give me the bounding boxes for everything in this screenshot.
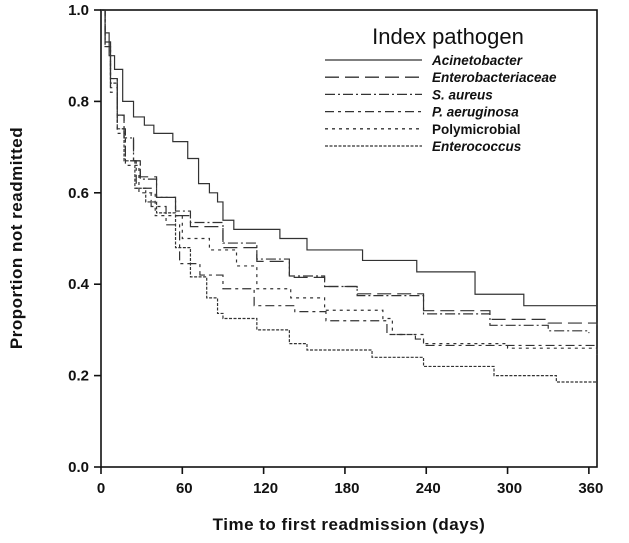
curve-enterobacteriaceae [101,9,598,326]
y-tick-label: 0.4 [68,276,90,293]
legend-label-enterobacteriaceae: Enterobacteriaceae [432,70,557,85]
curve-polymicrobial [101,9,598,356]
curve-enterococcus [101,9,597,383]
legend-title: Index pathogen [372,24,524,49]
legend-label-enterococcus: Enterococcus [432,139,522,154]
x-tick-label: 180 [334,480,359,497]
y-axis-title: Proportion not readmitted [7,127,26,349]
x-tick-label: 240 [416,480,441,497]
x-tick-label: 60 [176,480,193,497]
x-axis: 0 60 120 180 240 300 360 [97,467,603,497]
legend-label-s-aureus: S. aureus [432,87,493,102]
curve-acinetobacter [101,9,597,307]
legend: Index pathogen Acinetobacter Enterobacter… [325,24,557,154]
x-axis-title: Time to first readmission (days) [213,515,486,534]
plot-frame [100,9,598,468]
y-tick-label: 1.0 [68,2,89,19]
x-tick-label: 0 [97,480,105,497]
survival-curves [101,9,598,383]
y-tick-label: 0.6 [68,185,89,202]
x-tick-label: 120 [253,480,278,497]
x-tick-label: 360 [578,480,603,497]
y-tick-label: 0.0 [68,459,89,476]
y-tick-label: 0.8 [68,93,89,110]
legend-label-polymicrobial: Polymicrobial [432,122,521,137]
y-axis: 0.0 0.2 0.4 0.6 0.8 1.0 [68,2,101,476]
legend-label-p-aeruginosa: P. aeruginosa [432,105,519,120]
y-tick-label: 0.2 [68,368,89,385]
legend-label-acinetobacter: Acinetobacter [431,53,523,68]
x-tick-label: 300 [497,480,522,497]
